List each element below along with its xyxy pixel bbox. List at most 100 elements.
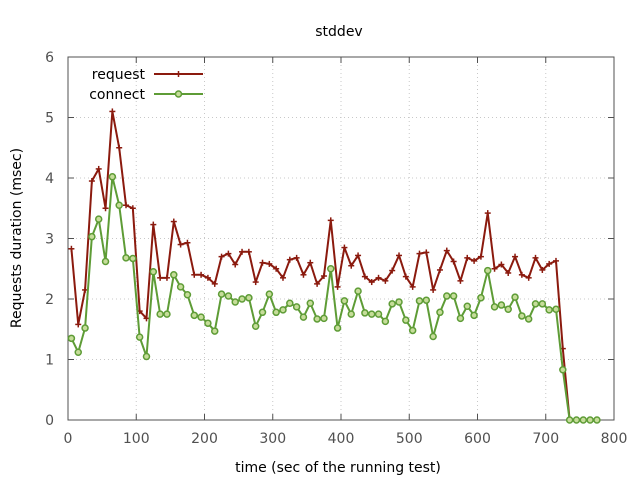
data-point-request (273, 265, 280, 272)
data-point-connect (156, 310, 164, 318)
data-point-connect (190, 311, 199, 320)
data-point-connect (436, 308, 444, 317)
data-point-request (423, 249, 430, 256)
data-point-connect (170, 271, 178, 279)
data-point-connect (524, 315, 533, 323)
data-point-connect (286, 299, 294, 307)
data-point-request (266, 260, 273, 267)
x-tick-label: 700 (532, 431, 559, 447)
data-point-request (464, 254, 471, 261)
data-point-connect (197, 313, 205, 321)
axis-ticks: 0 100 200 300 400 500 600 700 800 0 1 2 3 4 5 6 (45, 50, 627, 447)
data-point-connect (163, 310, 171, 318)
data-point-request (68, 245, 75, 252)
data-point-connect (333, 324, 342, 332)
data-point-request (430, 286, 437, 293)
data-point-request (300, 271, 307, 278)
data-point-connect (74, 348, 82, 356)
y-tick-label: 2 (45, 292, 54, 308)
data-point-request (375, 274, 382, 281)
data-point-request (512, 253, 519, 260)
data-point-connect (429, 332, 437, 341)
x-tick-label: 400 (328, 431, 355, 447)
legend-point-request (175, 71, 182, 77)
data-point-connect (108, 173, 117, 181)
data-point-request (505, 269, 512, 276)
legend-marker-request (175, 71, 182, 77)
data-point-connect (224, 292, 233, 300)
data-point-request (123, 202, 130, 209)
data-point-connect (415, 297, 424, 305)
data-point-connect (367, 310, 376, 318)
data-point-connect (204, 319, 212, 327)
legend-point-connect (174, 90, 183, 98)
data-point-request (416, 250, 423, 257)
data-point-connect (272, 308, 280, 317)
data-point-connect (374, 310, 383, 318)
data-point-connect (354, 287, 362, 295)
data-point-connect (101, 257, 110, 266)
y-tick-label: 3 (45, 232, 54, 248)
data-point-connect (245, 294, 253, 302)
y-axis-label: Requests duration (msec) (9, 148, 25, 328)
data-point-connect (545, 306, 553, 314)
data-point-request (361, 273, 368, 280)
data-point-request (218, 253, 225, 260)
data-point-request (177, 241, 184, 248)
data-point-request (546, 260, 553, 267)
data-point-connect (231, 298, 239, 306)
data-point-connect (279, 306, 287, 314)
data-point-connect (313, 315, 321, 323)
x-tick-label: 500 (396, 431, 423, 447)
series-connect (67, 173, 601, 424)
data-point-request (245, 248, 252, 255)
data-point-request (368, 279, 375, 286)
data-point-connect (518, 312, 526, 320)
data-point-connect (456, 314, 465, 323)
data-point-connect (572, 416, 581, 424)
x-tick-label: 100 (123, 431, 150, 447)
data-point-request (129, 205, 136, 212)
data-point-connect (552, 305, 560, 314)
data-point-connect (299, 313, 308, 321)
data-point-connect (129, 254, 137, 263)
y-tick-label: 6 (45, 50, 54, 66)
data-point-connect (81, 324, 89, 332)
data-point-request (518, 271, 525, 278)
data-point-request (389, 267, 396, 274)
data-point-connect (586, 416, 594, 424)
data-point-connect (238, 295, 246, 303)
y-tick-label: 4 (45, 171, 54, 187)
y-tick-label: 1 (45, 353, 54, 369)
data-point-connect (327, 265, 335, 273)
data-point-connect (483, 266, 492, 275)
series-lines (67, 108, 601, 424)
data-point-request (552, 257, 559, 264)
data-point-connect (463, 302, 472, 311)
data-point-connect (490, 303, 499, 311)
data-point-connect (122, 254, 130, 262)
x-tick-label: 200 (191, 431, 218, 447)
data-point-request (279, 274, 286, 281)
data-point-request (252, 279, 259, 286)
data-point-connect (347, 310, 355, 318)
data-point-request (109, 108, 116, 115)
data-point-request (314, 280, 321, 287)
data-point-connect (210, 327, 219, 335)
x-tick-label: 800 (601, 431, 628, 447)
data-point-request (225, 250, 232, 257)
data-point-request (204, 274, 211, 281)
data-point-connect (142, 352, 151, 361)
data-point-connect (497, 301, 506, 309)
data-point-request (143, 315, 150, 322)
data-point-connect (265, 290, 274, 298)
data-point-request (525, 274, 532, 281)
data-point-request (532, 254, 539, 261)
data-point-request (348, 262, 355, 269)
data-point-connect (538, 300, 547, 308)
data-point-request (286, 256, 293, 263)
data-point-connect (361, 309, 369, 317)
data-point-request (88, 178, 95, 185)
data-point-request (293, 254, 300, 261)
